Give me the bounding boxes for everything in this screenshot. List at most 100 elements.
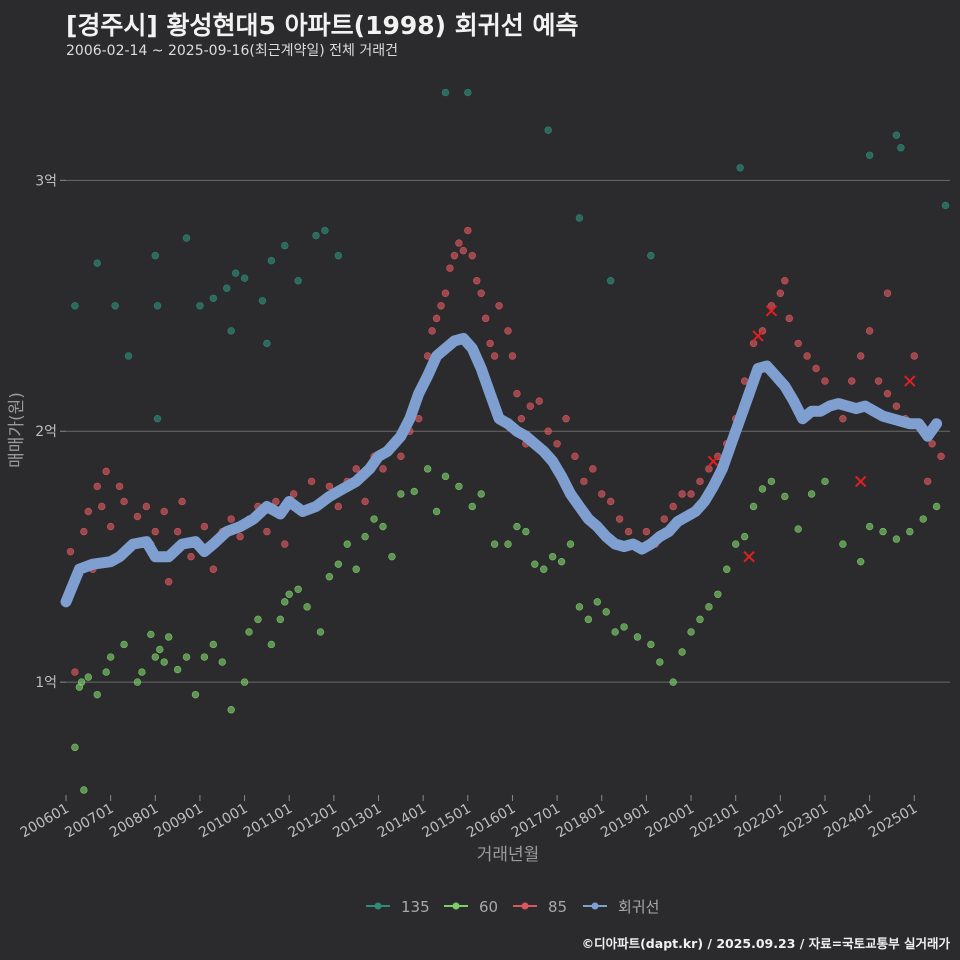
y-tick-label: 2억 xyxy=(35,424,57,440)
point-85-44 xyxy=(397,452,405,461)
point-135-14 xyxy=(258,297,267,305)
point-135-31 xyxy=(897,144,905,152)
point-60-77 xyxy=(758,485,767,493)
point-85-78 xyxy=(598,490,606,498)
point-60-32 xyxy=(316,628,325,636)
point-60-86 xyxy=(879,527,887,536)
point-135-32 xyxy=(941,201,950,210)
point-85-80 xyxy=(615,515,624,523)
cancelled-marker-5 xyxy=(904,375,916,387)
point-135-28 xyxy=(736,164,744,172)
point-85-55 xyxy=(455,239,463,247)
point-60-38 xyxy=(370,515,378,523)
point-135-23 xyxy=(464,88,472,97)
point-85-118 xyxy=(781,277,789,285)
point-60-12 xyxy=(151,653,159,661)
point-85-31 xyxy=(281,540,289,548)
x-tick-label: 202201 xyxy=(732,801,786,842)
point-60-35 xyxy=(343,540,351,548)
point-85-34 xyxy=(307,477,316,486)
point-135-15 xyxy=(263,339,271,348)
x-tick-label: 200701 xyxy=(62,801,116,842)
point-85-15 xyxy=(151,527,159,536)
point-60-63 xyxy=(620,623,628,631)
point-60-17 xyxy=(182,653,191,661)
point-85-16 xyxy=(160,507,168,516)
point-60-40 xyxy=(388,552,396,561)
point-85-49 xyxy=(428,327,436,335)
point-85-81 xyxy=(624,527,633,536)
point-85-17 xyxy=(164,578,173,586)
point-60-7 xyxy=(106,653,115,661)
legend-item-60: 60 xyxy=(444,898,498,916)
point-135-19 xyxy=(312,231,320,240)
point-60-42 xyxy=(410,487,418,496)
point-60-52 xyxy=(522,527,530,536)
point-85-57 xyxy=(464,226,472,235)
point-85-5 xyxy=(93,482,101,491)
point-85-105 xyxy=(839,414,847,423)
regression-line xyxy=(60,332,943,608)
point-85-7 xyxy=(102,467,110,476)
point-85-73 xyxy=(553,440,561,448)
point-60-3 xyxy=(80,786,88,794)
point-135-18 xyxy=(294,277,302,285)
point-135-13 xyxy=(240,274,249,282)
point-85-20 xyxy=(187,552,195,561)
point-60-43 xyxy=(423,465,432,473)
point-135-20 xyxy=(321,226,329,235)
point-85-85 xyxy=(660,515,668,523)
point-60-41 xyxy=(397,490,405,498)
x-tick-label: 201501 xyxy=(420,801,474,842)
cancelled-marker-1 xyxy=(743,550,755,563)
point-85-63 xyxy=(490,352,499,360)
point-60-30 xyxy=(294,585,302,593)
point-60-89 xyxy=(919,515,927,523)
point-60-79 xyxy=(781,492,789,501)
point-85-22 xyxy=(200,522,209,531)
point-85-88 xyxy=(687,490,695,498)
point-60-37 xyxy=(361,532,369,541)
point-85-102 xyxy=(812,364,820,373)
point-85-71 xyxy=(535,397,543,405)
point-85-32 xyxy=(289,490,298,498)
point-85-60 xyxy=(477,289,485,297)
cancelled-marker-2 xyxy=(752,330,764,342)
point-85-67 xyxy=(513,389,521,398)
point-85-79 xyxy=(606,497,615,506)
x-tick-label: 200801 xyxy=(107,801,161,842)
point-60-56 xyxy=(557,557,566,566)
point-60-65 xyxy=(647,640,655,649)
point-60-85 xyxy=(865,522,874,531)
point-135-3 xyxy=(124,352,133,360)
point-60-50 xyxy=(504,540,512,548)
x-tick-label: 201001 xyxy=(196,801,250,842)
point-85-8 xyxy=(106,522,115,531)
point-60-62 xyxy=(611,628,619,636)
point-85-100 xyxy=(794,339,802,348)
point-60-48 xyxy=(477,490,485,498)
point-60-55 xyxy=(548,552,557,561)
point-60-28 xyxy=(281,598,289,606)
y-tick-labels: 1억 2억 3억 xyxy=(35,173,66,691)
x-tick-label: 201901 xyxy=(598,801,652,842)
point-60-24 xyxy=(245,628,253,636)
point-60-39 xyxy=(379,522,387,531)
point-60-36 xyxy=(352,565,360,573)
point-60-53 xyxy=(531,560,539,568)
point-85-119 xyxy=(923,477,932,486)
point-85-54 xyxy=(450,251,459,260)
point-85-50 xyxy=(432,314,441,323)
cancelled-marker-4 xyxy=(854,475,867,488)
point-135-7 xyxy=(182,234,191,242)
point-85-72 xyxy=(544,427,552,435)
point-60-87 xyxy=(892,535,901,543)
point-135-24 xyxy=(544,126,552,134)
point-60-74 xyxy=(731,540,740,548)
x-tick-label: 201401 xyxy=(375,801,429,842)
point-135-4 xyxy=(151,251,159,260)
point-135-30 xyxy=(892,131,901,139)
x-tick-label: 202401 xyxy=(821,801,875,842)
y-tick-label: 3억 xyxy=(35,173,57,189)
point-85-26 xyxy=(236,532,244,541)
